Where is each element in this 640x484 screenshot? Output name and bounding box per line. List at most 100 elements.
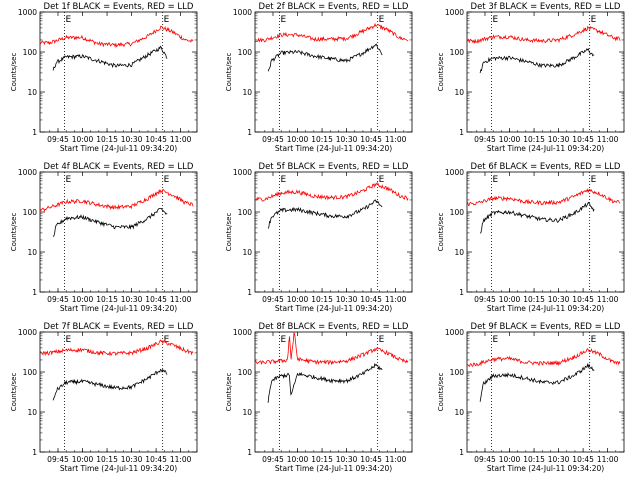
y-tick-label: 1000 (445, 168, 464, 177)
x-tick-label: 10:30 (121, 135, 143, 144)
x-axis-label: Start Time (24-Jul-11 09:34:20) (487, 464, 604, 473)
series-line-events-black (52, 368, 168, 401)
x-tick-label: 10:00 (499, 295, 521, 304)
x-tick-label: 10:00 (72, 455, 94, 464)
y-tick-label: 100 (23, 208, 38, 217)
x-tick-label: 10:15 (96, 295, 118, 304)
plot-frame (254, 11, 413, 133)
x-axis-label: Start Time (24-Jul-11 09:34:20) (275, 304, 392, 313)
event-marker-label: E (66, 335, 72, 345)
chart-panel-6: Det 6f BLACK = Events, RED = LLD 1 10 100 10… (437, 162, 625, 313)
x-tick-label: 10:45 (572, 135, 594, 144)
x-tick-label: 09:45 (47, 295, 69, 304)
event-marker-label: E (591, 15, 597, 25)
plot-frame (466, 171, 625, 293)
y-axis-label: Counts/sec (225, 213, 233, 252)
x-tick-label: 11:00 (597, 455, 619, 464)
x-tick-label: 10:15 (96, 135, 118, 144)
x-tick-label: 10:30 (336, 455, 358, 464)
series-line-events-black (479, 201, 595, 234)
event-marker-label: E (493, 15, 499, 25)
y-tick-label: 1000 (445, 8, 464, 17)
x-tick-label: 10:30 (548, 455, 570, 464)
event-marker-label: E (281, 175, 287, 185)
y-tick-label: 1 (459, 448, 464, 457)
event-marker-label: E (164, 175, 170, 185)
y-tick-label: 10 (242, 88, 252, 97)
series-line-lld-red (39, 25, 194, 49)
x-tick-label: 10:45 (145, 455, 167, 464)
chart-title: Det 2f BLACK = Events, RED = LLD (259, 2, 409, 12)
y-tick-label: 100 (450, 208, 465, 217)
series-line-lld-red (466, 188, 621, 207)
chart-panel-8: Det 8f BLACK = Events, RED = LLD 1 10 100 10… (225, 322, 413, 473)
x-tick-label: 10:30 (121, 455, 143, 464)
x-axis-label: Start Time (24-Jul-11 09:34:20) (275, 144, 392, 153)
x-tick-label: 11:00 (385, 295, 407, 304)
event-marker-label: E (591, 175, 597, 185)
plot-frame (254, 171, 413, 293)
x-tick-label: 10:15 (311, 135, 333, 144)
y-tick-label: 1 (32, 448, 37, 457)
chart-title: Det 4f BLACK = Events, RED = LLD (44, 162, 194, 172)
series-line-events-black (479, 362, 595, 402)
x-axis-label: Start Time (24-Jul-11 09:34:20) (60, 464, 177, 473)
y-tick-label: 10 (454, 408, 464, 417)
x-tick-label: 11:00 (597, 135, 619, 144)
x-tick-label: 11:00 (385, 135, 407, 144)
y-tick-label: 1000 (18, 328, 37, 337)
chart-title: Det 9f BLACK = Events, RED = LLD (471, 322, 621, 332)
event-marker-label: E (591, 335, 597, 345)
y-tick-label: 1 (459, 288, 464, 297)
x-tick-label: 10:30 (121, 295, 143, 304)
series-line-lld-red (39, 339, 194, 357)
x-tick-label: 09:45 (474, 295, 496, 304)
x-tick-label: 10:00 (287, 455, 309, 464)
y-tick-label: 100 (238, 208, 253, 217)
x-tick-label: 10:30 (548, 135, 570, 144)
x-tick-label: 10:00 (72, 295, 94, 304)
x-axis-label: Start Time (24-Jul-11 09:34:20) (60, 304, 177, 313)
x-tick-label: 09:45 (262, 455, 284, 464)
x-tick-label: 10:00 (287, 295, 309, 304)
x-tick-label: 11:00 (597, 295, 619, 304)
series-line-events-black (267, 43, 383, 72)
plot-frame (39, 11, 198, 133)
y-axis-label: Counts/sec (10, 53, 18, 92)
event-marker-label: E (164, 15, 170, 25)
x-tick-label: 10:45 (360, 295, 382, 304)
x-tick-label: 10:00 (499, 135, 521, 144)
plot-frame (39, 331, 198, 453)
y-tick-label: 1 (247, 448, 252, 457)
y-axis-label: Counts/sec (225, 373, 233, 412)
event-marker-label: E (379, 335, 385, 345)
x-tick-label: 09:45 (474, 455, 496, 464)
y-tick-label: 100 (23, 48, 38, 57)
x-tick-label: 11:00 (170, 455, 192, 464)
x-axis-label: Start Time (24-Jul-11 09:34:20) (487, 304, 604, 313)
series-line-lld-red (254, 332, 409, 366)
x-tick-label: 10:30 (548, 295, 570, 304)
y-axis-label: Counts/sec (437, 213, 445, 252)
x-tick-label: 10:15 (523, 135, 545, 144)
plot-frame (39, 171, 198, 293)
x-axis-label: Start Time (24-Jul-11 09:34:20) (275, 464, 392, 473)
chart-panel-7: Det 7f BLACK = Events, RED = LLD 1 10 100 10… (10, 322, 198, 473)
y-tick-label: 10 (27, 248, 37, 257)
y-axis-label: Counts/sec (437, 53, 445, 92)
y-tick-label: 1 (32, 128, 37, 137)
y-tick-label: 1000 (18, 168, 37, 177)
x-axis-label: Start Time (24-Jul-11 09:34:20) (487, 144, 604, 153)
series-line-events-black (267, 362, 383, 403)
y-tick-label: 1 (459, 128, 464, 137)
x-tick-label: 11:00 (385, 455, 407, 464)
series-line-events-black (52, 45, 168, 71)
y-tick-label: 1000 (18, 8, 37, 17)
x-tick-label: 10:15 (311, 455, 333, 464)
x-tick-label: 10:00 (287, 135, 309, 144)
y-tick-label: 10 (242, 408, 252, 417)
chart-title: Det 6f BLACK = Events, RED = LLD (471, 162, 621, 172)
series-line-lld-red (39, 188, 194, 213)
y-axis-label: Counts/sec (10, 213, 18, 252)
x-tick-label: 10:30 (336, 135, 358, 144)
